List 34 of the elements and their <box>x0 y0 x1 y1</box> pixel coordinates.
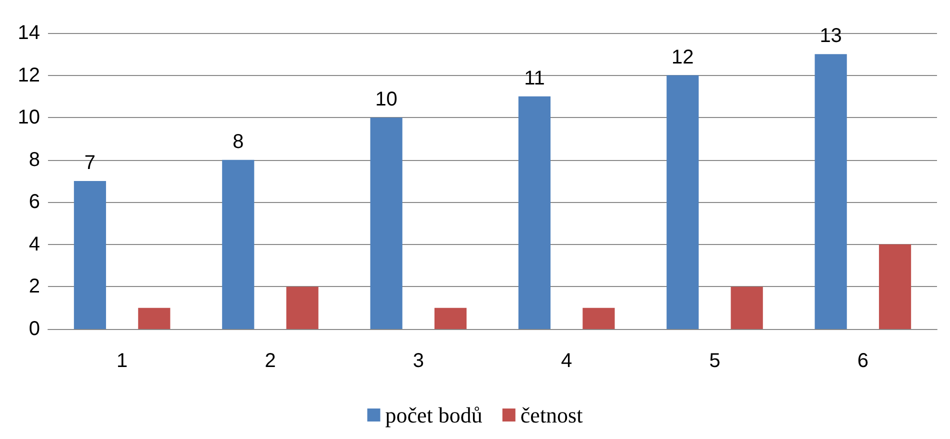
bar <box>74 181 106 329</box>
y-tick-label: 14 <box>18 22 40 44</box>
bar <box>518 96 551 329</box>
data-label: 7 <box>84 152 96 174</box>
data-label: 10 <box>375 88 398 111</box>
y-tick-label: 2 <box>28 276 40 298</box>
data-label: 13 <box>820 25 842 48</box>
y-tick-label: 10 <box>18 106 40 129</box>
data-label: 12 <box>672 46 694 68</box>
legend-label: četnost <box>520 402 583 428</box>
bar <box>222 160 254 329</box>
bar <box>370 118 402 329</box>
y-tick-label: 0 <box>28 318 40 340</box>
x-tick-label: 3 <box>412 350 424 372</box>
x-tick-label: 5 <box>709 350 720 372</box>
bar <box>878 244 912 329</box>
data-label: 8 <box>232 130 244 153</box>
bar <box>138 308 170 329</box>
y-tick-label: 12 <box>18 64 40 86</box>
y-tick-label: 4 <box>28 233 40 256</box>
legend-label: počet bodů <box>385 402 482 428</box>
x-tick-label: 1 <box>116 350 128 372</box>
data-label: 11 <box>524 67 545 90</box>
x-tick-label: 6 <box>857 350 868 372</box>
bar <box>286 286 318 329</box>
bar <box>814 54 847 329</box>
bar <box>666 75 699 329</box>
bar <box>730 286 763 329</box>
x-tick-label: 2 <box>264 350 276 372</box>
x-tick-label: 4 <box>561 350 572 372</box>
bar <box>582 308 615 329</box>
y-tick-label: 6 <box>28 191 40 214</box>
bar <box>434 308 467 329</box>
y-tick-label: 8 <box>28 148 40 171</box>
